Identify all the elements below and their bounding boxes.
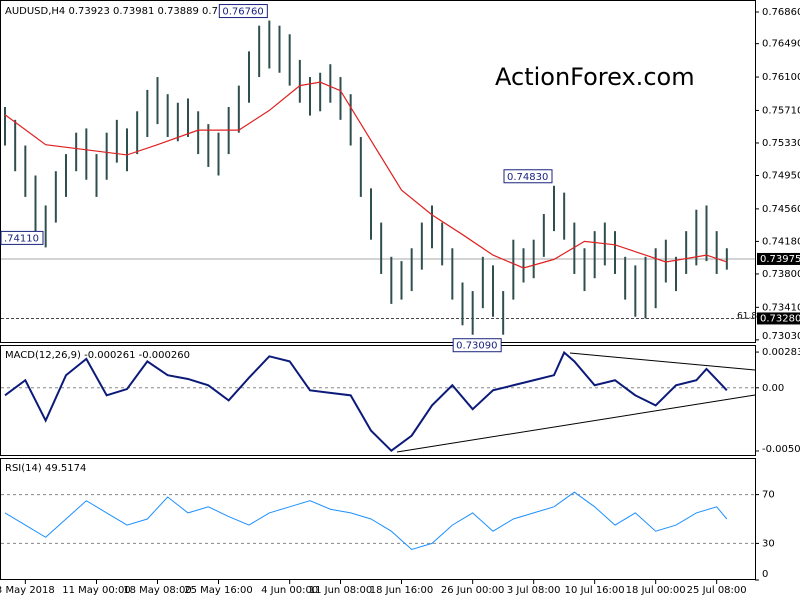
macd-line	[4, 350, 728, 453]
y-tick-label: 0.74950	[762, 170, 800, 181]
y-tick-label: 70	[762, 490, 775, 501]
trend-line	[569, 352, 756, 371]
moving-average	[4, 81, 728, 269]
y-tick-label: 30	[762, 538, 775, 549]
x-tick-label: 11 Jun 08:00	[309, 585, 373, 596]
fib-label: 61.8	[737, 312, 757, 322]
annotation-box	[503, 169, 553, 184]
x-tick-label: 18 Jul 00:00	[626, 585, 686, 596]
y-tick-label: 0.75330	[762, 138, 800, 149]
trend-line	[396, 394, 756, 453]
watermark: ActionForex.com	[495, 63, 695, 91]
level-box	[757, 252, 800, 265]
annotation-label: 0.76760	[222, 7, 263, 18]
price-panel	[0, 0, 756, 343]
y-tick-label: 0.00	[762, 383, 784, 394]
y-tick-label: 0.73410	[762, 302, 800, 313]
y-tick-label: 0.76860	[762, 7, 800, 18]
y-tick-label: 0.75710	[762, 105, 800, 116]
y-tick-label: 0.74180	[762, 236, 800, 247]
x-tick-label: 18 Jun 16:00	[370, 585, 434, 596]
annotation-label: .74110	[4, 233, 39, 244]
chart-title: AUDUSD,H4 0.73923 0.73981 0.73889 0.7397…	[5, 6, 243, 17]
rsi-line	[4, 491, 728, 551]
y-tick-label: 0	[762, 569, 768, 580]
y-tick-label: 0.002839	[762, 347, 800, 358]
y-tick-label: 0.76100	[762, 72, 800, 83]
macd-title: MACD(12,26,9) -0.000261 -0.000260	[5, 350, 190, 361]
macd-panel	[0, 345, 756, 456]
annotation-label: 0.73090	[456, 341, 497, 352]
x-tick-label: 10 Jul 16:00	[565, 585, 625, 596]
x-tick-label: 26 Jun 00:00	[441, 585, 505, 596]
annotation-label: 0.74830	[507, 172, 548, 183]
x-tick-label: 11 May 00:00	[62, 585, 131, 596]
annotation-box	[452, 338, 502, 353]
x-tick-label: 4 Jun 00:00	[261, 585, 318, 596]
level-box	[757, 312, 800, 325]
annotation-box	[0, 230, 44, 245]
y-tick-label: 0.73800	[762, 269, 800, 280]
annotation-box	[218, 4, 268, 19]
level-label: 0.73975	[760, 254, 800, 265]
x-tick-label: 3 Jul 08:00	[507, 585, 561, 596]
rsi-panel	[0, 458, 756, 580]
y-tick-label: 0.74560	[762, 204, 800, 215]
y-tick-label: 0.73030	[762, 331, 800, 342]
y-tick-label: -0.005021	[762, 444, 800, 455]
rsi-title: RSI(14) 49.5174	[5, 463, 86, 474]
x-tick-label: 25 May 16:00	[184, 585, 253, 596]
y-tick-label: 0.76490	[762, 39, 800, 50]
level-label: 0.73280	[760, 313, 800, 324]
x-tick-label: 3 May 2018	[0, 585, 55, 596]
x-tick-label: 25 Jul 08:00	[687, 585, 747, 596]
x-tick-label: 18 May 08:00	[123, 585, 192, 596]
